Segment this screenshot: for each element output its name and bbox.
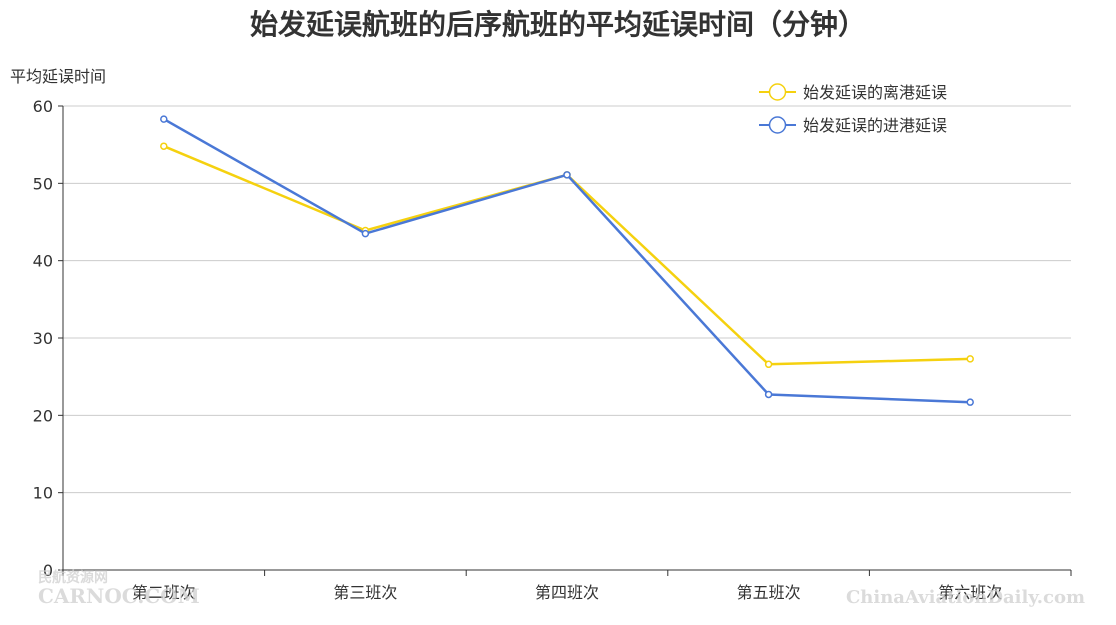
legend-label: 始发延误的离港延误 bbox=[803, 83, 947, 102]
legend-marker bbox=[768, 116, 787, 134]
y-axis-label: 平均延误时间 bbox=[10, 67, 106, 86]
data-point[interactable] bbox=[361, 229, 370, 238]
y-tick-label: 20 bbox=[33, 406, 53, 425]
y-tick-label: 30 bbox=[33, 329, 53, 348]
y-tick-label: 40 bbox=[33, 252, 53, 271]
x-tick-label: 第四班次 bbox=[535, 583, 599, 602]
axes: 0 10 20 30 40 50 60 第二班次 第三班次 第四班次 第五班次 第六班次 bbox=[33, 97, 1072, 602]
x-tick-label: 第五班次 bbox=[737, 583, 801, 602]
watermark-left-en: CARNOC.COM bbox=[38, 584, 200, 608]
x-tick-label: 第三班次 bbox=[333, 583, 397, 602]
series-2 bbox=[160, 115, 974, 406]
y-tick-label: 10 bbox=[33, 484, 53, 503]
legend-label: 始发延误的进港延误 bbox=[803, 116, 947, 135]
y-tick-label: 60 bbox=[33, 97, 53, 116]
data-point[interactable] bbox=[563, 171, 571, 179]
y-tick-label: 50 bbox=[33, 174, 53, 193]
y-tick-label: 0 bbox=[43, 561, 53, 580]
data-point[interactable] bbox=[966, 355, 974, 363]
data-point[interactable] bbox=[160, 115, 168, 123]
chart-title: 始发延误航班的后序航班的平均延误时间（分钟） bbox=[250, 8, 866, 41]
series-line bbox=[163, 145, 971, 366]
data-point[interactable] bbox=[764, 390, 773, 399]
x-tick-label: 第二班次 bbox=[132, 583, 196, 602]
watermark-left-cn: 民航资源网 bbox=[38, 569, 108, 586]
x-tick-label: 第六班次 bbox=[938, 583, 1002, 602]
watermark-left: 民航资源网 CARNOC.COM bbox=[38, 569, 200, 608]
data-point[interactable] bbox=[764, 360, 773, 369]
watermark-right: ChinaAviationDaily.com bbox=[846, 587, 1085, 608]
data-point[interactable] bbox=[966, 398, 974, 406]
grid-lines bbox=[63, 105, 1071, 494]
legend-marker bbox=[768, 83, 787, 101]
legend-item-1[interactable]: 始发延误的离港延误 bbox=[759, 83, 947, 102]
legend-item-2[interactable]: 始发延误的进港延误 bbox=[759, 116, 947, 135]
series-lines bbox=[160, 115, 974, 406]
data-point[interactable] bbox=[160, 142, 168, 150]
